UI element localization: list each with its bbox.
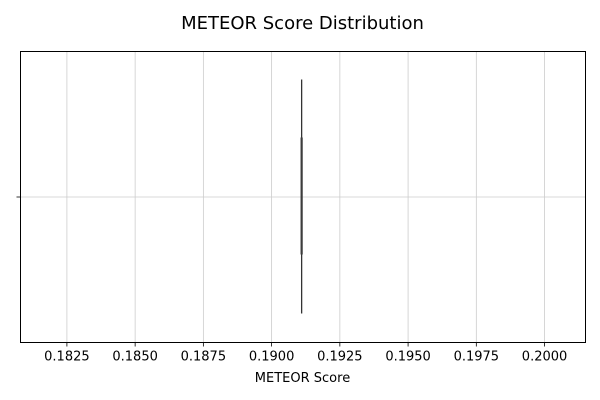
x-axis-ticks: 0.1825 0.1850 0.1875 0.1900 0.1925 0.1950 0.19… — [44, 342, 568, 365]
x-axis-label: METEOR Score — [255, 371, 350, 386]
grid-lines — [20, 51, 586, 343]
x-tick-label: 0.1875 — [181, 350, 227, 365]
x-tick-label: 0.1975 — [454, 350, 500, 365]
chart-title: METEOR Score Distribution — [181, 13, 424, 34]
x-tick-label: 0.1950 — [385, 350, 431, 365]
x-tick-label: 0.1825 — [44, 350, 90, 365]
x-tick-label: 0.1925 — [317, 350, 363, 365]
x-tick-label: 0.1900 — [249, 350, 295, 365]
x-tick-label: 0.1850 — [112, 350, 158, 365]
x-tick-label: 0.2000 — [522, 350, 568, 365]
